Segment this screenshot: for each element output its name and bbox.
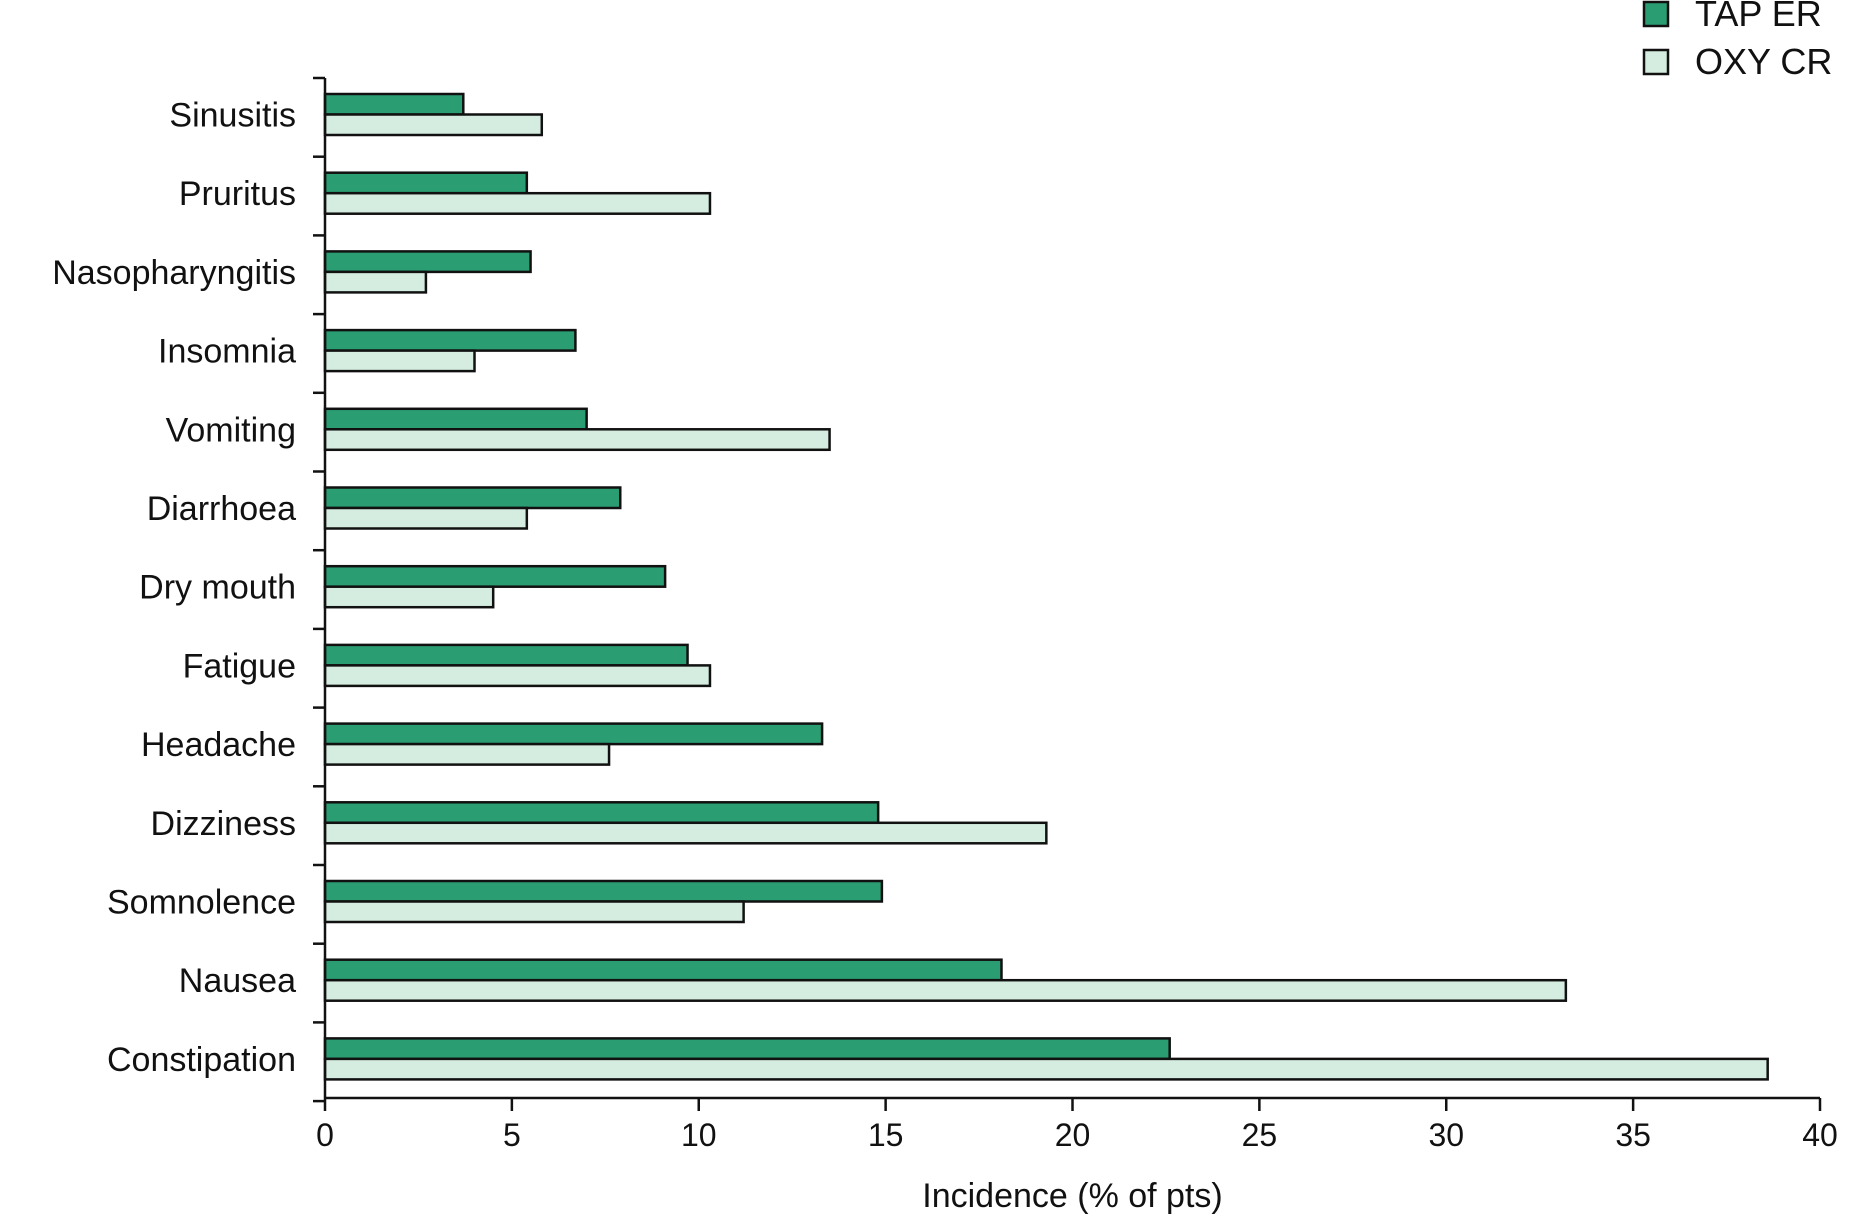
bar-tap-er-dry-mouth xyxy=(323,564,667,588)
ticks-layer: 0 5 10 15 20 25 30 35 40 xyxy=(313,76,1838,1153)
bar-oxy-cr-dizziness xyxy=(323,821,1048,845)
axes-layer xyxy=(323,78,1820,1100)
legend-label-tap-er: TAP ER xyxy=(1695,0,1822,34)
bar-tap-er-vomiting xyxy=(323,407,588,431)
category-label-nausea: Nausea xyxy=(179,962,296,1000)
category-label-dizziness: Dizziness xyxy=(151,805,296,843)
category-label-diarrhoea: Diarrhoea xyxy=(147,490,296,528)
bar-tap-er-headache xyxy=(323,722,824,746)
bar-oxy-cr-dry-mouth xyxy=(323,585,495,609)
x-axis-title: Incidence (% of pts) xyxy=(922,1177,1222,1215)
x-tick-label-25: 25 xyxy=(1242,1117,1278,1153)
bar-oxy-cr-vomiting xyxy=(323,428,831,452)
bar-tap-er-insomnia xyxy=(323,328,577,352)
legend-swatch-tap-er xyxy=(1642,0,1670,28)
bar-oxy-cr-nausea xyxy=(323,978,1568,1002)
category-label-constipation: Constipation xyxy=(107,1041,296,1079)
x-tick-label-40: 40 xyxy=(1802,1117,1838,1153)
x-tick-label-35: 35 xyxy=(1615,1117,1651,1153)
bar-oxy-cr-somnolence xyxy=(323,900,745,924)
category-label-sinusitis: Sinusitis xyxy=(169,97,296,135)
bar-oxy-cr-insomnia xyxy=(323,349,476,373)
category-label-pruritus: Pruritus xyxy=(179,175,296,213)
x-tick-label-5: 5 xyxy=(503,1117,521,1153)
bar-tap-er-nasopharyngitis xyxy=(323,250,532,274)
category-label-headache: Headache xyxy=(141,726,296,764)
x-tick-label-10: 10 xyxy=(681,1117,717,1153)
bar-oxy-cr-sinusitis xyxy=(323,113,544,137)
category-label-vomiting: Vomiting xyxy=(166,411,296,449)
legend: TAP ER OXY CR xyxy=(1642,0,1832,82)
bar-oxy-cr-constipation xyxy=(323,1057,1769,1081)
bar-tap-er-dizziness xyxy=(323,801,880,825)
bar-tap-er-fatigue xyxy=(323,643,689,667)
x-tick-label-20: 20 xyxy=(1055,1117,1091,1153)
category-label-somnolence: Somnolence xyxy=(107,884,296,922)
category-label-insomnia: Insomnia xyxy=(158,333,296,371)
bar-oxy-cr-pruritus xyxy=(323,191,712,215)
bar-tap-er-nausea xyxy=(323,958,1003,982)
category-label-fatigue: Fatigue xyxy=(183,647,296,685)
category-labels: Sinusitis Pruritus Nasopharyngitis Insomnia… xyxy=(52,97,296,1079)
bars-layer xyxy=(323,92,1769,1081)
category-label-nasopharyngitis: Nasopharyngitis xyxy=(52,254,296,292)
bar-tap-er-sinusitis xyxy=(323,92,465,116)
bar-oxy-cr-nasopharyngitis xyxy=(323,270,428,294)
bar-oxy-cr-diarrhoea xyxy=(323,506,529,530)
bar-tap-er-constipation xyxy=(323,1037,1171,1061)
bar-tap-er-pruritus xyxy=(323,171,529,195)
x-tick-label-15: 15 xyxy=(868,1117,904,1153)
x-tick-label-0: 0 xyxy=(316,1117,334,1153)
bar-tap-er-somnolence xyxy=(323,879,884,903)
x-tick-label-30: 30 xyxy=(1428,1117,1464,1153)
category-label-dry-mouth: Dry mouth xyxy=(139,569,296,607)
legend-label-oxy-cr: OXY CR xyxy=(1695,41,1832,82)
legend-swatch-oxy-cr xyxy=(1642,48,1670,76)
bar-tap-er-diarrhoea xyxy=(323,486,622,510)
bar-oxy-cr-fatigue xyxy=(323,664,712,688)
bar-oxy-cr-headache xyxy=(323,742,611,766)
